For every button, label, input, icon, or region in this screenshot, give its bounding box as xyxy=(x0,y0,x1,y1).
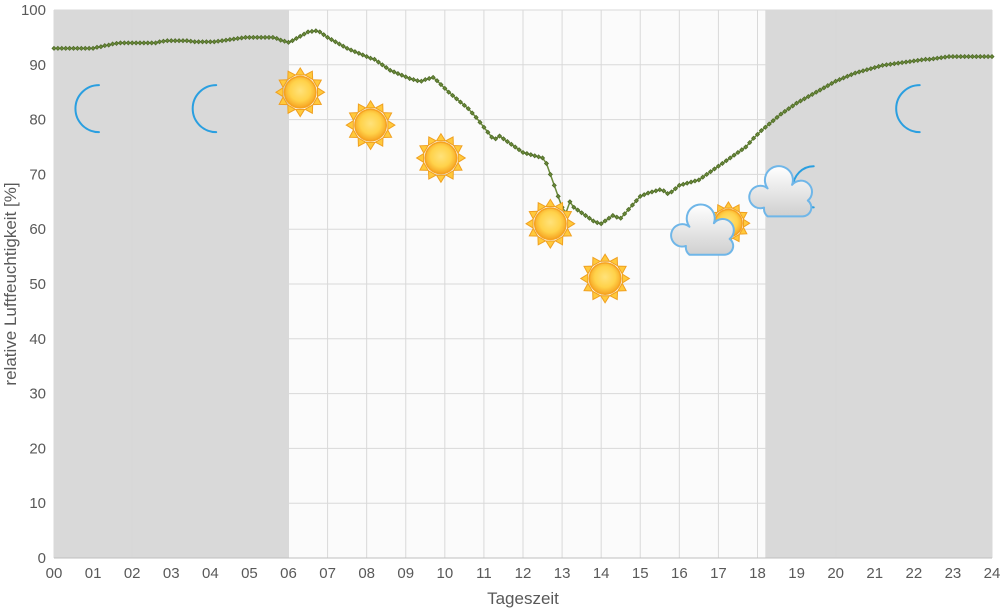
x-tick-label: 15 xyxy=(632,565,649,582)
x-tick-label: 14 xyxy=(593,565,610,582)
y-tick-label: 10 xyxy=(29,495,46,512)
x-tick-label: 12 xyxy=(515,565,532,582)
y-tick-label: 100 xyxy=(21,2,46,19)
x-tick-label: 13 xyxy=(554,565,571,582)
x-tick-label: 10 xyxy=(436,565,453,582)
y-tick-label: 30 xyxy=(29,386,46,403)
x-tick-label: 11 xyxy=(476,565,492,582)
x-tick-label: 21 xyxy=(866,565,883,582)
y-tick-label: 40 xyxy=(29,331,46,348)
x-tick-label: 09 xyxy=(397,565,414,582)
x-tick-label: 07 xyxy=(319,565,336,582)
y-tick-label: 90 xyxy=(29,57,46,74)
x-tick-label: 03 xyxy=(163,565,180,582)
x-axis-label: Tageszeit xyxy=(487,589,559,608)
x-tick-label: 17 xyxy=(710,565,727,582)
y-tick-label: 60 xyxy=(29,221,46,238)
x-tick-label: 08 xyxy=(358,565,375,582)
y-tick-label: 20 xyxy=(29,440,46,457)
x-tick-label: 19 xyxy=(788,565,805,582)
humidity-chart: 0102030405060708090100000102030405060708… xyxy=(0,0,1000,611)
x-tick-label: 16 xyxy=(671,565,688,582)
y-axis-label: relative Luftfeuchtigkeit [%] xyxy=(1,182,20,385)
x-tick-label: 20 xyxy=(827,565,844,582)
y-tick-label: 80 xyxy=(29,112,46,129)
x-tick-label: 06 xyxy=(280,565,297,582)
y-tick-label: 50 xyxy=(29,276,46,293)
x-tick-label: 02 xyxy=(124,565,141,582)
x-tick-label: 04 xyxy=(202,565,219,582)
x-tick-label: 05 xyxy=(241,565,258,582)
x-tick-label: 24 xyxy=(984,565,1000,582)
y-tick-label: 70 xyxy=(29,166,46,183)
x-tick-label: 18 xyxy=(749,565,766,582)
x-tick-label: 00 xyxy=(46,565,63,582)
x-tick-label: 23 xyxy=(945,565,962,582)
x-tick-label: 22 xyxy=(905,565,922,582)
x-tick-label: 01 xyxy=(85,565,102,582)
